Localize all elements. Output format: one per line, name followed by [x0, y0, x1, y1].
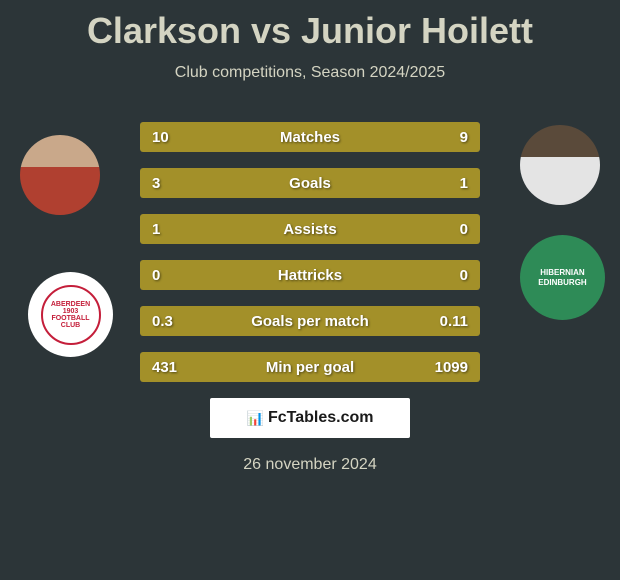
club-left-bottom: FOOTBALL CLUB [43, 315, 99, 329]
stat-label: Hattricks [278, 267, 342, 284]
stat-right-value: 0 [460, 267, 468, 284]
stats-container: 10 Matches 9 3 Goals 1 1 Assists 0 0 Hat… [140, 122, 480, 398]
player-photo-left [20, 135, 100, 215]
stat-left-value: 3 [152, 175, 160, 192]
date-text: 26 november 2024 [243, 456, 376, 474]
stat-row-mpg: 431 Min per goal 1099 [140, 352, 480, 382]
club-logo-right: HIBERNIAN EDINBURGH [520, 235, 605, 320]
fctables-label: FcTables.com [268, 409, 374, 427]
page-title: Clarkson vs Junior Hoilett [0, 0, 620, 52]
stat-label: Goals [289, 175, 331, 192]
player-photo-right [520, 125, 600, 205]
club-right-bottom: EDINBURGH [538, 278, 586, 287]
stat-left-value: 1 [152, 221, 160, 238]
club-left-year: 1903 [63, 308, 79, 315]
stat-left-value: 0 [152, 267, 160, 284]
stat-row-matches: 10 Matches 9 [140, 122, 480, 152]
club-right-top: HIBERNIAN [540, 268, 584, 277]
stat-label: Goals per match [251, 313, 369, 330]
stat-label: Min per goal [266, 359, 354, 376]
stat-row-goals: 3 Goals 1 [140, 168, 480, 198]
club-logo-left: ABERDEEN 1903 FOOTBALL CLUB [28, 272, 113, 357]
stat-left-value: 431 [152, 359, 177, 376]
stat-row-hattricks: 0 Hattricks 0 [140, 260, 480, 290]
stat-left-value: 0.3 [152, 313, 173, 330]
stat-right-value: 0.11 [440, 313, 468, 330]
subtitle: Club competitions, Season 2024/2025 [0, 64, 620, 82]
stat-left-value: 10 [152, 129, 169, 146]
stat-row-gpm: 0.3 Goals per match 0.11 [140, 306, 480, 336]
stat-right-value: 0 [460, 221, 468, 238]
fctables-logo-icon: 📊 [247, 410, 264, 427]
stat-label: Matches [280, 129, 340, 146]
stat-row-assists: 1 Assists 0 [140, 214, 480, 244]
club-left-top: ABERDEEN [51, 301, 90, 308]
stat-right-value: 1099 [435, 359, 468, 376]
stat-right-value: 1 [460, 175, 468, 192]
fctables-badge[interactable]: 📊 FcTables.com [210, 398, 410, 438]
stat-label: Assists [283, 221, 336, 238]
stat-right-value: 9 [460, 129, 468, 146]
